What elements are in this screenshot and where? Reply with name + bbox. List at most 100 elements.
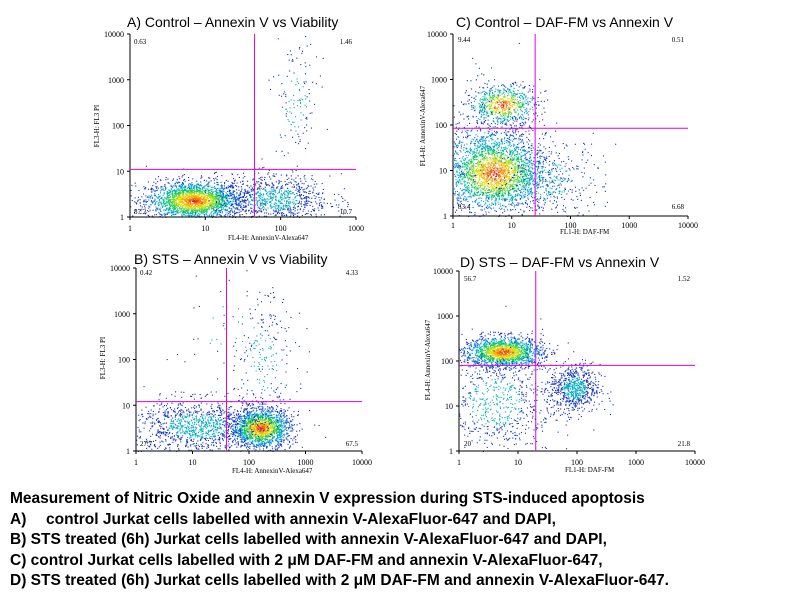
data-point (178, 202, 180, 204)
data-point (232, 206, 234, 208)
data-point (209, 185, 211, 187)
data-point (132, 215, 134, 217)
data-point (247, 424, 249, 426)
data-point (193, 208, 195, 210)
data-point (187, 206, 189, 208)
data-point (314, 424, 316, 426)
data-point (177, 182, 179, 184)
data-point (167, 193, 169, 195)
data-point (161, 440, 163, 442)
data-point (323, 198, 325, 200)
data-point (260, 185, 262, 187)
data-point (313, 210, 315, 212)
data-point (214, 190, 216, 192)
data-point (217, 410, 219, 412)
data-point (223, 185, 225, 187)
data-point (224, 210, 226, 212)
data-point (305, 81, 307, 83)
data-point (284, 190, 286, 192)
data-point (293, 179, 295, 181)
data-point (296, 57, 298, 59)
data-point (148, 211, 150, 213)
data-point (175, 201, 177, 203)
data-point (264, 416, 266, 418)
data-point (274, 421, 276, 423)
data-point (211, 444, 213, 446)
data-point (260, 203, 262, 205)
data-point (205, 201, 207, 203)
data-point (231, 193, 233, 195)
data-point (249, 191, 251, 193)
data-point (213, 202, 215, 204)
data-point (265, 429, 267, 431)
data-point (259, 415, 261, 417)
data-point (203, 209, 205, 211)
data-point (280, 426, 282, 428)
data-point (181, 214, 183, 216)
data-point (198, 187, 200, 189)
data-point (191, 207, 193, 209)
data-point (159, 209, 161, 211)
data-point (200, 198, 202, 200)
data-point (245, 190, 247, 192)
data-point (255, 445, 257, 447)
data-point (179, 197, 181, 199)
data-point (177, 194, 179, 196)
data-point (226, 199, 228, 201)
data-point (246, 417, 248, 419)
data-point (208, 195, 210, 197)
data-point (217, 207, 219, 209)
data-point (175, 194, 177, 196)
data-point (213, 177, 215, 179)
data-point (167, 204, 169, 206)
data-point (321, 207, 323, 209)
data-point (231, 445, 233, 447)
data-point (180, 201, 182, 203)
data-point (292, 443, 294, 445)
data-point (221, 185, 223, 187)
data-point (259, 448, 261, 450)
data-point (143, 201, 145, 203)
data-point (210, 189, 212, 191)
data-point (172, 201, 174, 203)
data-point (252, 426, 254, 428)
data-point (305, 200, 307, 202)
data-point (220, 204, 222, 206)
data-point (158, 201, 160, 203)
data-point (279, 431, 281, 433)
data-point (277, 437, 279, 439)
data-point (197, 419, 199, 421)
data-point (263, 188, 265, 190)
data-point (172, 192, 174, 194)
data-point (261, 204, 263, 206)
data-point (296, 212, 298, 214)
data-point (306, 124, 308, 126)
data-point (291, 428, 293, 430)
data-point (194, 194, 196, 196)
data-point (211, 194, 213, 196)
data-point (208, 189, 210, 191)
data-point (288, 120, 290, 122)
data-point (264, 212, 266, 214)
data-point (235, 211, 237, 213)
data-point (310, 127, 312, 129)
data-point (286, 214, 288, 216)
data-point (226, 188, 228, 190)
data-point (217, 206, 219, 208)
data-point (291, 424, 293, 426)
data-point (203, 190, 205, 192)
data-point (251, 215, 253, 217)
data-point (282, 206, 284, 208)
data-point (273, 184, 275, 186)
data-point (220, 196, 222, 198)
data-point (172, 212, 174, 214)
data-point (304, 174, 306, 176)
data-point (249, 447, 251, 449)
data-point (188, 191, 190, 193)
data-point (262, 426, 264, 428)
data-point (193, 195, 195, 197)
data-point (216, 199, 218, 201)
data-point (254, 429, 256, 431)
data-point (292, 203, 294, 205)
data-point (199, 214, 201, 216)
